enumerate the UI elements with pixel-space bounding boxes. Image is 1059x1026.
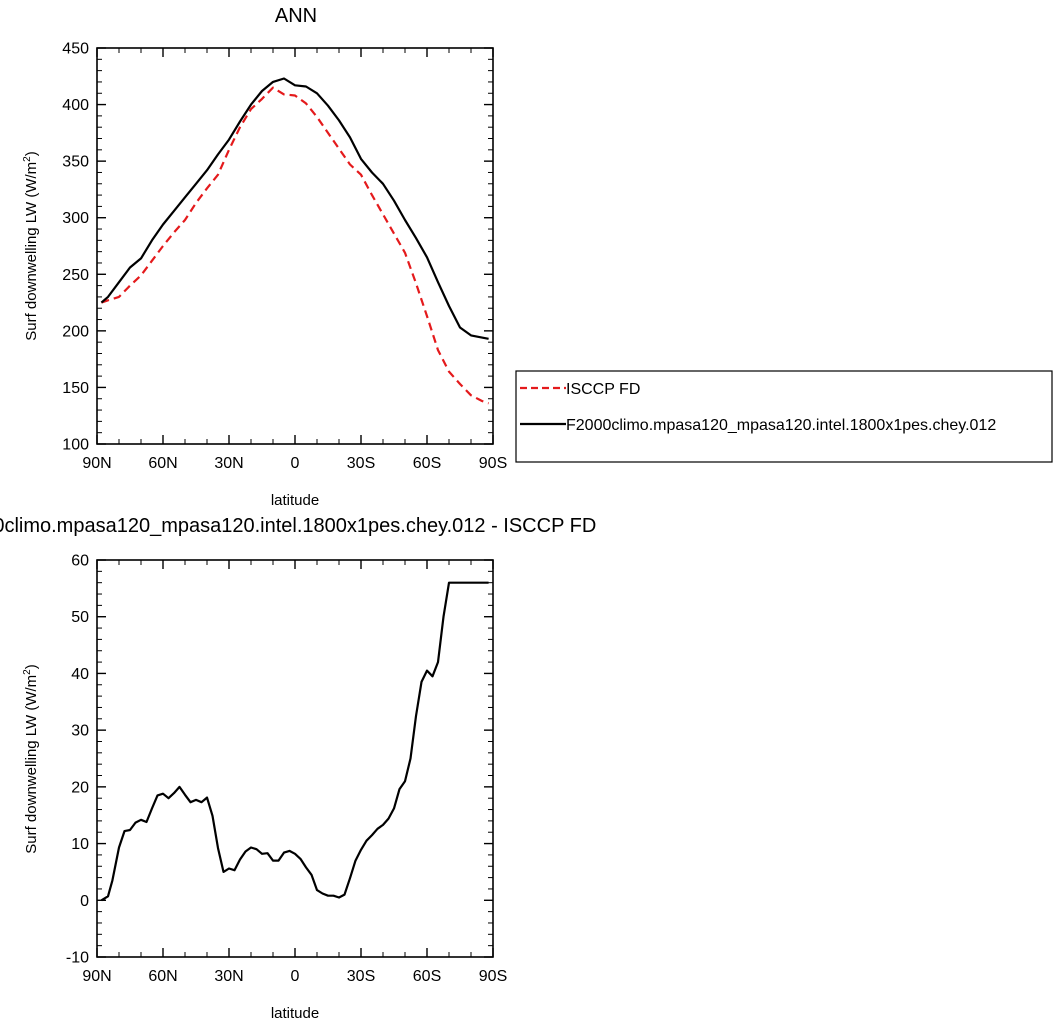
bottom-x-tick-label: 60S [413, 968, 441, 985]
top-x-tick-label: 90N [82, 455, 111, 472]
bottom-x-tick-label: 30S [347, 968, 375, 985]
top-x-tick-label: 30S [347, 455, 375, 472]
top-y-axis-label-main: Surf downwelling LW (W/m [23, 162, 40, 341]
bottom-plot-frame [96, 559, 494, 958]
bottom-y-tick-label: 40 [71, 666, 89, 683]
bottom-x-axis-label: latitude [271, 1005, 319, 1022]
bottom-y-tick-label: 50 [71, 609, 89, 626]
bottom-y-tick-label: 60 [71, 553, 89, 570]
top-x-tick-label: 60N [148, 455, 177, 472]
top-y-tick-label: 350 [62, 154, 89, 171]
top-plot-frame [96, 47, 494, 445]
legend-label-isccp: ISCCP FD [566, 381, 640, 398]
bottom-y-ticks: -10 0 10 20 30 40 50 60 [66, 553, 493, 967]
top-y-axis-label-sup: 2 [22, 156, 33, 162]
bottom-y-axis-label-main: Surf downwelling LW (W/m [23, 675, 40, 854]
top-y-ticks: 100 150 200 250 300 350 400 450 [62, 41, 493, 454]
bottom-panel: F2000climo.mpasa120_mpasa120.intel.1800x… [0, 515, 596, 1022]
legend-box [515, 370, 1053, 463]
top-x-axis-label: latitude [271, 492, 319, 509]
bottom-x-tick-label: 0 [291, 968, 300, 985]
bottom-y-tick-label: 0 [80, 893, 89, 910]
bottom-x-ticks: 90N 60N 30N 0 30S 60S 90S [82, 560, 507, 985]
bottom-x-tick-label: 90S [479, 968, 507, 985]
bottom-y-axis-label-close: ) [23, 664, 40, 669]
bottom-x-tick-label: 90N [82, 968, 111, 985]
top-panel: ANN 100 150 200 250 300 350 400 450 90N 60N 30N 0 3… [22, 5, 507, 509]
legend: ISCCP FD F2000climo.mpasa120_mpasa120.in… [515, 370, 1053, 463]
top-series-line-0 [101, 86, 489, 405]
top-series-lines [100, 77, 489, 405]
top-panel-title: ANN [275, 5, 317, 27]
top-x-tick-label: 60S [413, 455, 441, 472]
top-x-tick-label: 30N [214, 455, 243, 472]
top-y-tick-label: 450 [62, 41, 89, 58]
top-x-tick-label: 90S [479, 455, 507, 472]
bottom-series-line-0 [100, 581, 489, 902]
bottom-series-lines [100, 581, 489, 902]
bottom-y-tick-label: -10 [66, 950, 89, 967]
legend-label-model: F2000climo.mpasa120_mpasa120.intel.1800x… [566, 417, 996, 434]
bottom-x-tick-label: 30N [214, 968, 243, 985]
bottom-y-tick-label: 30 [71, 723, 89, 740]
top-y-tick-label: 100 [62, 437, 89, 454]
bottom-x-tick-label: 60N [148, 968, 177, 985]
top-y-tick-label: 300 [62, 210, 89, 227]
top-y-tick-label: 200 [62, 323, 89, 340]
top-y-tick-label: 150 [62, 380, 89, 397]
top-x-tick-label: 0 [291, 455, 300, 472]
top-y-tick-label: 250 [62, 267, 89, 284]
top-y-axis-label-close: ) [23, 151, 40, 156]
top-y-axis-label: Surf downwelling LW (W/m2) [22, 151, 40, 341]
bottom-y-axis-label-sup: 2 [22, 669, 33, 675]
top-x-ticks: 90N 60N 30N 0 30S 60S 90S [82, 48, 507, 472]
top-y-tick-label: 400 [62, 97, 89, 114]
bottom-y-tick-label: 10 [71, 836, 89, 853]
bottom-y-tick-label: 20 [71, 779, 89, 796]
top-series-line-1 [100, 77, 489, 340]
bottom-panel-title: F2000climo.mpasa120_mpasa120.intel.1800x… [0, 515, 596, 537]
bottom-y-axis-label: Surf downwelling LW (W/m2) [22, 664, 40, 854]
